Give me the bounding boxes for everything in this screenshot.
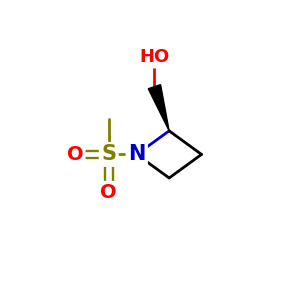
- Text: O: O: [67, 145, 83, 164]
- Text: O: O: [100, 183, 117, 202]
- Text: HO: HO: [139, 48, 170, 66]
- Text: N: N: [128, 144, 146, 164]
- Text: S: S: [101, 144, 116, 164]
- Polygon shape: [148, 85, 169, 131]
